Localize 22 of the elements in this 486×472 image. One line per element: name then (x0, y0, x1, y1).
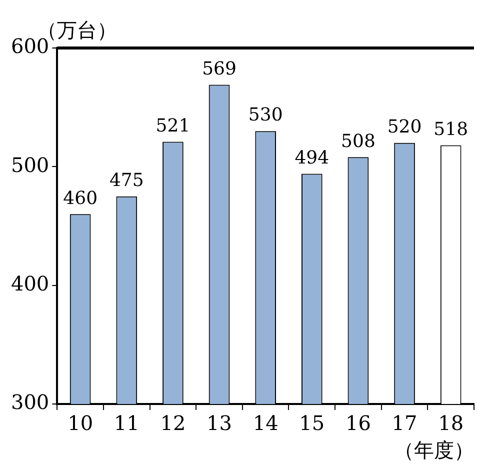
x-tick-label: 16 (345, 411, 371, 436)
x-tick-label: 10 (68, 411, 94, 436)
data-label: 521 (156, 115, 190, 136)
data-label: 460 (63, 188, 98, 209)
x-tick-label: 14 (252, 411, 278, 436)
y-tick-label: 400 (10, 272, 50, 296)
y-tick-label: 500 (10, 152, 50, 177)
data-label: 518 (434, 118, 468, 140)
x-tick-label: 17 (392, 411, 418, 436)
x-tick-label: 12 (160, 411, 186, 436)
data-label: 494 (294, 147, 330, 168)
data-label: 508 (341, 130, 376, 152)
data-label: 520 (387, 116, 422, 138)
x-tick-label: 11 (114, 411, 140, 436)
y-tick-label: 300 (10, 390, 50, 414)
data-label: 569 (202, 58, 236, 80)
x-axis-title: （年度） (394, 438, 474, 462)
x-tick-label: 18 (438, 411, 464, 436)
data-label: 530 (248, 104, 283, 126)
x-tick-label: 15 (299, 411, 325, 436)
data-label: 475 (109, 170, 144, 192)
x-tick-label: 13 (206, 411, 232, 436)
